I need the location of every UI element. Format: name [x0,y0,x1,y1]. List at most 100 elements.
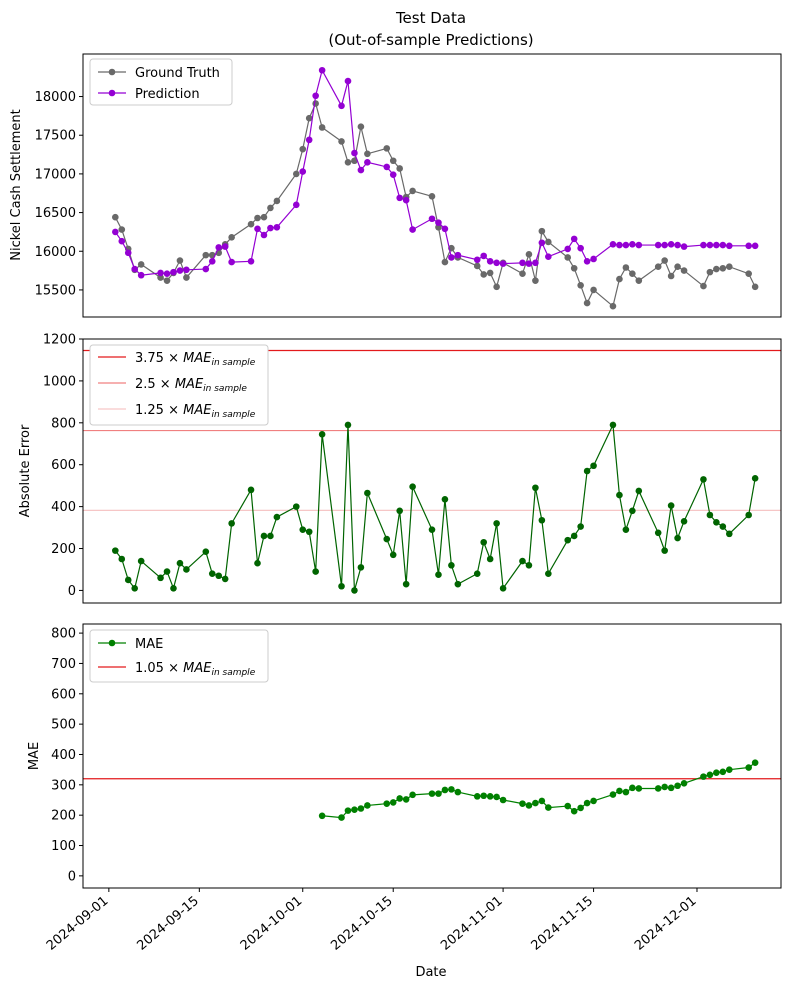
prediction-point [202,265,210,273]
ground-truth-point [176,257,184,264]
prediction-point [383,163,391,171]
prediction-point [674,241,681,249]
absolute-error-point [616,491,623,499]
absolute-error-point [396,507,403,515]
prediction-point [292,201,300,209]
ground-truth-point [616,275,623,283]
mae-point [577,804,584,812]
prediction-point [480,252,488,260]
ytick-label: 0 [68,584,76,599]
ytick-label: 500 [51,718,76,733]
ground-truth-point [383,145,391,152]
prediction-point [570,235,578,243]
ytick-label: 16500 [35,206,76,221]
prediction-point [183,266,190,274]
ground-truth-line [114,101,756,308]
absolute-error-point [751,475,759,482]
ground-truth-point [609,302,617,310]
absolute-error-point [124,576,132,584]
mae-point [622,788,630,796]
prediction-point [260,231,268,239]
absolute-error-point [170,585,177,592]
prediction-point [564,245,572,253]
absolute-error-point [680,517,688,525]
absolute-error-point [590,462,597,470]
ground-truth-point [473,262,481,270]
absolute-error-point [486,555,494,563]
absolute-error-point [725,530,733,538]
mae-point [318,812,326,820]
mae-point [590,797,597,805]
absolute-error-point [448,561,455,569]
absolute-error-point [629,507,636,515]
legend-hline-1: 3.75 × MAEin sample [135,351,256,368]
absolute-error-point [570,532,578,540]
svg-text:1.05 × MAEin sample: 1.05 × MAEin sample [135,661,256,678]
mae-point [338,814,345,821]
ground-truth-point [486,269,494,277]
mae-point [661,783,668,791]
mae-point [635,785,643,792]
absolute-error-point [357,564,365,571]
prediction-point [667,240,675,248]
ytick-label: 1000 [43,374,76,389]
mae-point [448,786,455,793]
mae-point [428,790,436,797]
absolute-error-point [318,431,326,438]
prediction-point [428,215,436,223]
xtick-label: 2024-12-01 [632,894,700,954]
prediction-point [545,253,552,260]
ground-truth-point [389,157,397,165]
prediction-point [435,219,442,226]
absolute-error-point [583,467,591,475]
mae-point [486,793,494,800]
prediction-point [124,249,132,257]
absolute-error-point [622,526,630,533]
prediction-point [751,242,759,250]
ground-truth-point [157,274,164,281]
absolute-error-point [525,561,533,569]
prediction-point [577,244,584,252]
ground-truth-point [351,157,358,165]
absolute-error-point [383,535,391,543]
prediction-point [338,102,345,110]
prediction-point [157,269,164,277]
mae-point [396,795,403,802]
prediction-point [228,258,235,266]
mae-point [609,791,617,798]
ground-truth-point [674,263,681,271]
absolute-error-point [215,572,223,580]
ground-truth-point [570,264,578,272]
ground-truth-point [525,251,533,258]
prediction-point [745,242,752,250]
prediction-point [208,258,216,265]
prediction-point [312,92,319,100]
svg-text:3.75 × MAEin sample: 3.75 × MAEin sample [135,351,256,368]
ground-truth-point [661,257,668,264]
absolute-error-point [112,547,119,554]
absolute-error-point [312,568,319,575]
ytick-label: 600 [51,458,76,473]
absolute-error-point [221,575,229,583]
absolute-error-point [260,532,268,540]
prediction-point [473,256,481,264]
ground-truth-point [667,272,675,280]
chart-title-line2: (Out-of-sample Predictions) [328,31,533,49]
legend-prediction: Prediction [135,87,200,102]
absolute-error-point [473,570,481,577]
prediction-point [402,196,410,204]
legend-ground-truth: Ground Truth [135,66,220,81]
absolute-error-point [202,548,210,555]
absolute-error-point [564,536,572,544]
absolute-error-point [183,566,190,573]
prediction-point [532,259,539,267]
ground-truth-point [254,214,261,222]
ground-truth-point [112,213,119,221]
ytick-label: 200 [51,542,76,557]
ytick-label: 1200 [43,333,76,348]
mae-point [519,800,526,807]
ytick-label: 0 [68,869,76,884]
prediction-point [719,241,727,249]
absolute-error-point [364,489,371,497]
